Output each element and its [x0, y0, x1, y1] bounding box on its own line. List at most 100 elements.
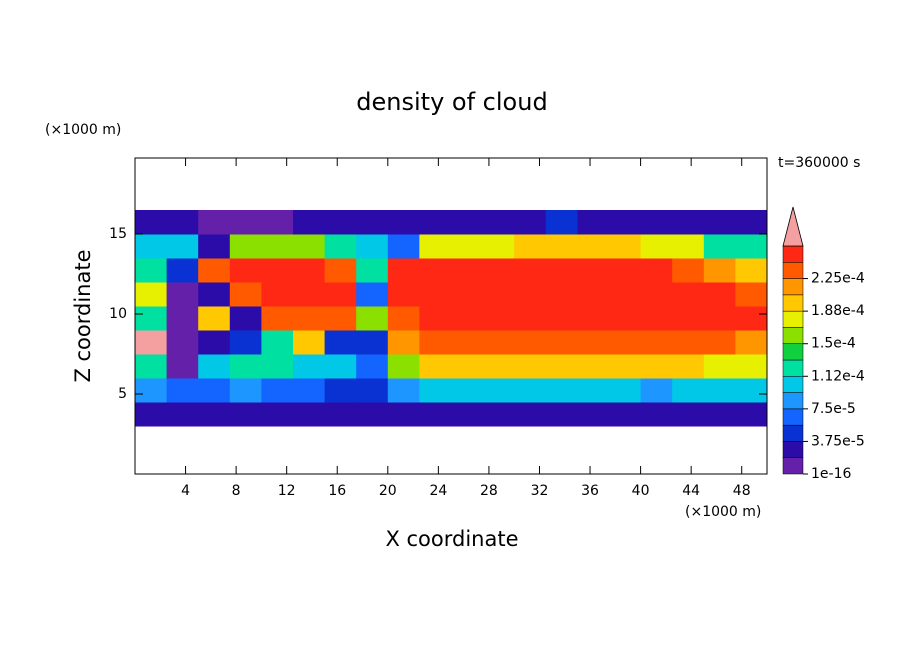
contour-cell [672, 402, 705, 427]
contour-cell [166, 402, 199, 427]
contour-cell [166, 378, 199, 403]
contour-cell [261, 258, 294, 283]
contour-cell [672, 258, 705, 283]
contour-cell [545, 210, 578, 235]
contour-cell [545, 234, 578, 259]
colorbar-box [782, 294, 804, 312]
contour-cell [514, 402, 547, 427]
contour-cell [261, 282, 294, 307]
contour-cell [609, 354, 642, 379]
contour-cell [640, 402, 673, 427]
contour-cell [293, 234, 326, 259]
contour-cell [703, 402, 736, 427]
x-unit: (×1000 m) [685, 504, 761, 520]
contour-cell [229, 378, 262, 403]
contour-cell [324, 258, 357, 283]
colorbar-box [782, 262, 804, 279]
y-unit: (×1000 m) [45, 122, 121, 138]
contour-cell [735, 210, 768, 235]
contour-cell [482, 378, 515, 403]
contour-cell [419, 330, 452, 355]
contour-cell [735, 306, 768, 331]
contour-cell [577, 282, 610, 307]
x-tick-label: 20 [379, 483, 397, 499]
contour-cell [135, 354, 168, 379]
contour-cell [198, 402, 231, 427]
contour-cell [735, 282, 768, 307]
contour-cell [609, 282, 642, 307]
contour-cell [451, 234, 484, 259]
contour-cell [387, 234, 420, 259]
x-tick-label: 12 [278, 483, 296, 499]
contour-cell [451, 378, 484, 403]
colorbar-box [782, 359, 804, 377]
colorbar-label: 3.75e-5 [811, 433, 865, 449]
contour-cell [229, 282, 262, 307]
contour-cell [387, 330, 420, 355]
contour-cell [324, 354, 357, 379]
x-tick-label: 36 [581, 483, 599, 499]
contour-cell [514, 306, 547, 331]
contour-cell [640, 282, 673, 307]
contour-cell [451, 354, 484, 379]
contour-cell [482, 258, 515, 283]
contour-cell [703, 378, 736, 403]
contour-cell [577, 402, 610, 427]
colorbar-label: 2.25e-4 [811, 271, 865, 287]
contour-cell [324, 234, 357, 259]
contour-cell [387, 306, 420, 331]
annotation: t=360000 s [778, 155, 860, 171]
contour-cell [324, 378, 357, 403]
contour-cell [356, 402, 389, 427]
contour-cell [324, 330, 357, 355]
contour-cell [609, 306, 642, 331]
contour-cell [640, 258, 673, 283]
colorbar-extend [782, 206, 804, 247]
chart-title: density of cloud [356, 88, 547, 116]
contour-cell [482, 210, 515, 235]
contour-cell [261, 234, 294, 259]
contour-cell [735, 234, 768, 259]
y-axis-label: Z coordinate [71, 249, 95, 382]
contour-cell [198, 258, 231, 283]
contour-cell [419, 210, 452, 235]
contour-cell [198, 354, 231, 379]
contour-cell [166, 354, 199, 379]
contour-cell [261, 354, 294, 379]
x-tick-label: 8 [232, 483, 241, 499]
contour-cell [451, 402, 484, 427]
contour-cell [135, 282, 168, 307]
contour-cell [261, 330, 294, 355]
contour-cell [640, 378, 673, 403]
contour-cell [261, 402, 294, 427]
contour-cell [419, 306, 452, 331]
contour-cell [135, 330, 168, 355]
contour-cell [482, 402, 515, 427]
contour-cell [356, 378, 389, 403]
contour-cell [135, 234, 168, 259]
contour-cell [703, 234, 736, 259]
contour-cell [387, 378, 420, 403]
contour-cell [482, 306, 515, 331]
contour-cell [514, 234, 547, 259]
contour-cell [135, 402, 168, 427]
contour-cell [451, 330, 484, 355]
contour-cell [198, 282, 231, 307]
contour-cell [672, 354, 705, 379]
contour-cell [640, 330, 673, 355]
contour-cell [672, 306, 705, 331]
contour-cell [198, 330, 231, 355]
contour-cell [482, 234, 515, 259]
contour-cell [166, 258, 199, 283]
colorbar-box [782, 392, 804, 410]
contour-cell [261, 378, 294, 403]
contour-cell [482, 330, 515, 355]
contour-cell [609, 234, 642, 259]
x-tick-label: 32 [531, 483, 549, 499]
contour-cell [672, 330, 705, 355]
x-tick-label: 28 [480, 483, 498, 499]
contour-cell [451, 282, 484, 307]
y-tick-label: 15 [109, 226, 127, 242]
x-tick-label: 48 [733, 483, 751, 499]
